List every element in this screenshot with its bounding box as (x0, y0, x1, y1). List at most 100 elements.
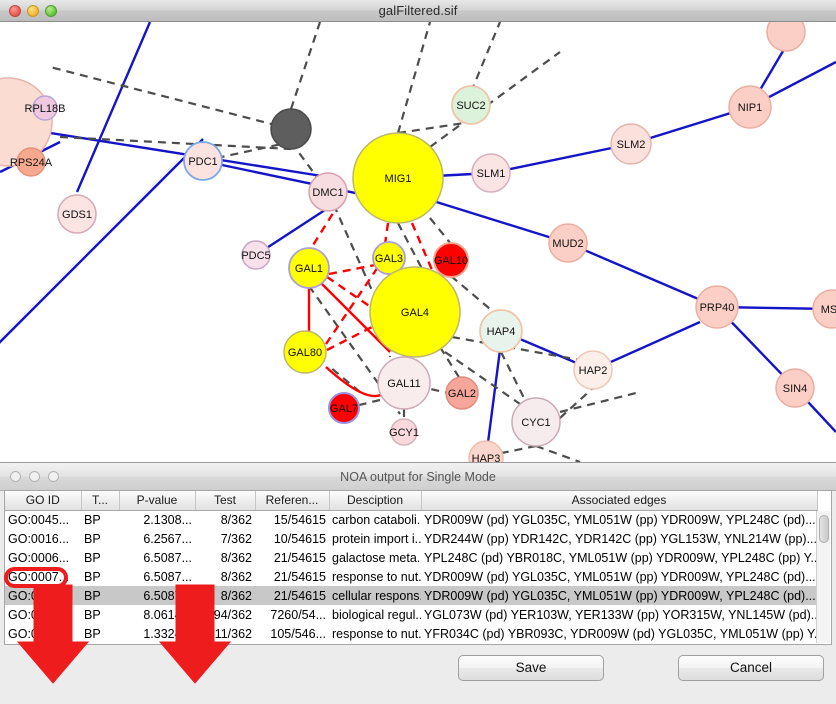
window-title: galFiltered.sif (378, 3, 458, 18)
dialog-minimize-button[interactable] (29, 471, 40, 482)
zoom-button[interactable] (45, 4, 57, 17)
edge-red-dashed (326, 325, 373, 352)
table-row[interactable]: GO:0065... BP 8.0614... 94/362 7260/54..… (5, 605, 817, 624)
graph-node[interactable] (16, 147, 46, 177)
graph-node[interactable] (369, 266, 461, 358)
cell-p-value: 6.5087... (143, 569, 192, 584)
graph-node[interactable] (32, 95, 58, 121)
cell-type: BP (84, 607, 101, 622)
cell-test: 8/362 (220, 512, 252, 527)
edge-dashed (397, 120, 472, 135)
svg-text:GDS1: GDS1 (62, 209, 92, 221)
column-header-type[interactable]: T... (81, 491, 120, 511)
edge-red-dashed (328, 263, 376, 276)
table-row[interactable]: GO:0031... BP 1.3324... 11/362 105/546..… (5, 624, 817, 643)
graph-node[interactable] (57, 194, 97, 234)
graph-node[interactable] (728, 85, 772, 129)
dialog-close-button[interactable] (10, 471, 21, 482)
minimize-button[interactable] (27, 4, 39, 17)
cell-reference: 21/54615 (273, 550, 326, 565)
svg-text:PDC5: PDC5 (241, 250, 270, 262)
scrollbar-thumb[interactable] (819, 515, 829, 543)
graph-node[interactable] (775, 368, 815, 408)
graph-node[interactable] (377, 356, 431, 410)
column-header-associated-edges[interactable]: Associated edges (421, 491, 818, 511)
cell-go-id: GO:0031... (5, 586, 81, 605)
cell-description: cellular respons... (329, 586, 421, 605)
graph-node[interactable] (812, 289, 836, 329)
table-vertical-scrollbar[interactable] (816, 511, 830, 643)
cell-p-value: 8.0614... (143, 607, 192, 622)
graph-node[interactable] (352, 132, 444, 224)
svg-text:GAL2: GAL2 (448, 388, 476, 400)
network-graph[interactable]: RPL18B RPS24A GDS1 PDC1 PDC5 DMC1 (0, 22, 836, 462)
node-layer[interactable]: RPL18B RPS24A GDS1 PDC1 PDC5 DMC1 (0, 22, 836, 462)
cell-edges: YFR034C (pd) YBR093C, YDR009W (pd) YGL03… (424, 626, 817, 641)
svg-text:GAL10: GAL10 (434, 255, 468, 267)
table-row[interactable]: GO:0016... BP 6.2567... 7/362 10/54615 p… (5, 529, 817, 548)
graph-node[interactable] (695, 285, 739, 329)
graph-node[interactable] (451, 85, 491, 125)
cell-go-id: GO:0016... (8, 531, 70, 546)
cell-go-id: GO:0045... (8, 512, 70, 527)
graph-node[interactable] (511, 397, 561, 447)
graph-node[interactable] (471, 153, 511, 193)
noa-results-table[interactable]: GO ID T... P-value Test Referen... Desci… (4, 490, 832, 645)
graph-node[interactable] (390, 418, 418, 446)
edge-dashed (496, 444, 537, 456)
edge-dashed (450, 275, 497, 315)
save-button[interactable]: Save (458, 655, 604, 681)
graph-node[interactable] (283, 330, 327, 374)
column-header-p-value[interactable]: P-value (119, 491, 196, 511)
close-button[interactable] (9, 4, 21, 17)
graph-node[interactable] (610, 123, 652, 165)
graph-node[interactable] (372, 241, 406, 275)
table-row[interactable]: GO:0045... BP 2.1308... 8/362 15/54615 c… (5, 510, 817, 529)
graph-node[interactable] (573, 350, 613, 390)
svg-text:CYC1: CYC1 (521, 417, 550, 429)
graph-node[interactable] (241, 240, 271, 270)
svg-text:PDC1: PDC1 (188, 156, 217, 168)
cancel-button[interactable]: Cancel (678, 655, 824, 681)
graph-node[interactable] (766, 22, 806, 52)
graph-node[interactable] (288, 247, 330, 289)
edge-dashed (469, 22, 502, 93)
graph-node[interactable] (328, 392, 360, 424)
table-header-row: GO ID T... P-value Test Referen... Desci… (5, 491, 818, 511)
column-header-go-id[interactable]: GO ID (5, 491, 82, 511)
cell-test: 94/362 (213, 607, 252, 622)
edge-red-dashed (325, 266, 379, 345)
graph-node[interactable] (468, 440, 504, 462)
graph-node[interactable] (548, 223, 588, 263)
dialog-zoom-button[interactable] (48, 471, 59, 482)
cell-type: BP (84, 531, 101, 546)
dialog-button-row: Save Cancel (0, 655, 836, 691)
dialog-titlebar: NOA output for Single Mode (0, 463, 836, 491)
svg-text:GCY1: GCY1 (389, 427, 419, 439)
cell-p-value: 2.1308... (143, 512, 192, 527)
graph-node[interactable] (308, 172, 348, 212)
cell-test: 8/362 (220, 569, 252, 584)
column-header-reference[interactable]: Referen... (255, 491, 330, 511)
table-row[interactable]: GO:0031... BP 1.3324... 11/362 105/546..… (5, 643, 817, 644)
cell-test: 11/362 (214, 626, 252, 641)
table-row-selected[interactable]: GO:0031... BP 6.5087... 8/362 21/54615 c… (5, 586, 817, 605)
cell-p-value: 1.3324... (143, 626, 192, 641)
graph-node[interactable] (270, 108, 312, 150)
svg-text:GAL1: GAL1 (295, 263, 323, 275)
column-header-test[interactable]: Test (195, 491, 256, 511)
edge-dashed (559, 390, 641, 414)
table-row[interactable]: GO:0006... BP 6.5087... 8/362 21/54615 g… (5, 548, 817, 567)
edge-dashed (329, 366, 361, 393)
edge-dashed (439, 346, 463, 383)
graph-node[interactable] (445, 376, 479, 410)
graph-node[interactable] (433, 242, 469, 278)
graph-node[interactable] (183, 141, 223, 181)
network-canvas[interactable]: RPL18B RPS24A GDS1 PDC1 PDC5 DMC1 (0, 22, 836, 462)
edge-dashed (49, 65, 292, 131)
table-row[interactable]: GO:0007... BP 6.5087... 8/362 21/54615 r… (5, 567, 817, 586)
svg-text:RPL18B: RPL18B (25, 103, 66, 115)
column-header-description[interactable]: Desciption (329, 491, 422, 511)
cell-test: 11/362 (195, 643, 255, 644)
graph-node[interactable] (479, 309, 523, 353)
